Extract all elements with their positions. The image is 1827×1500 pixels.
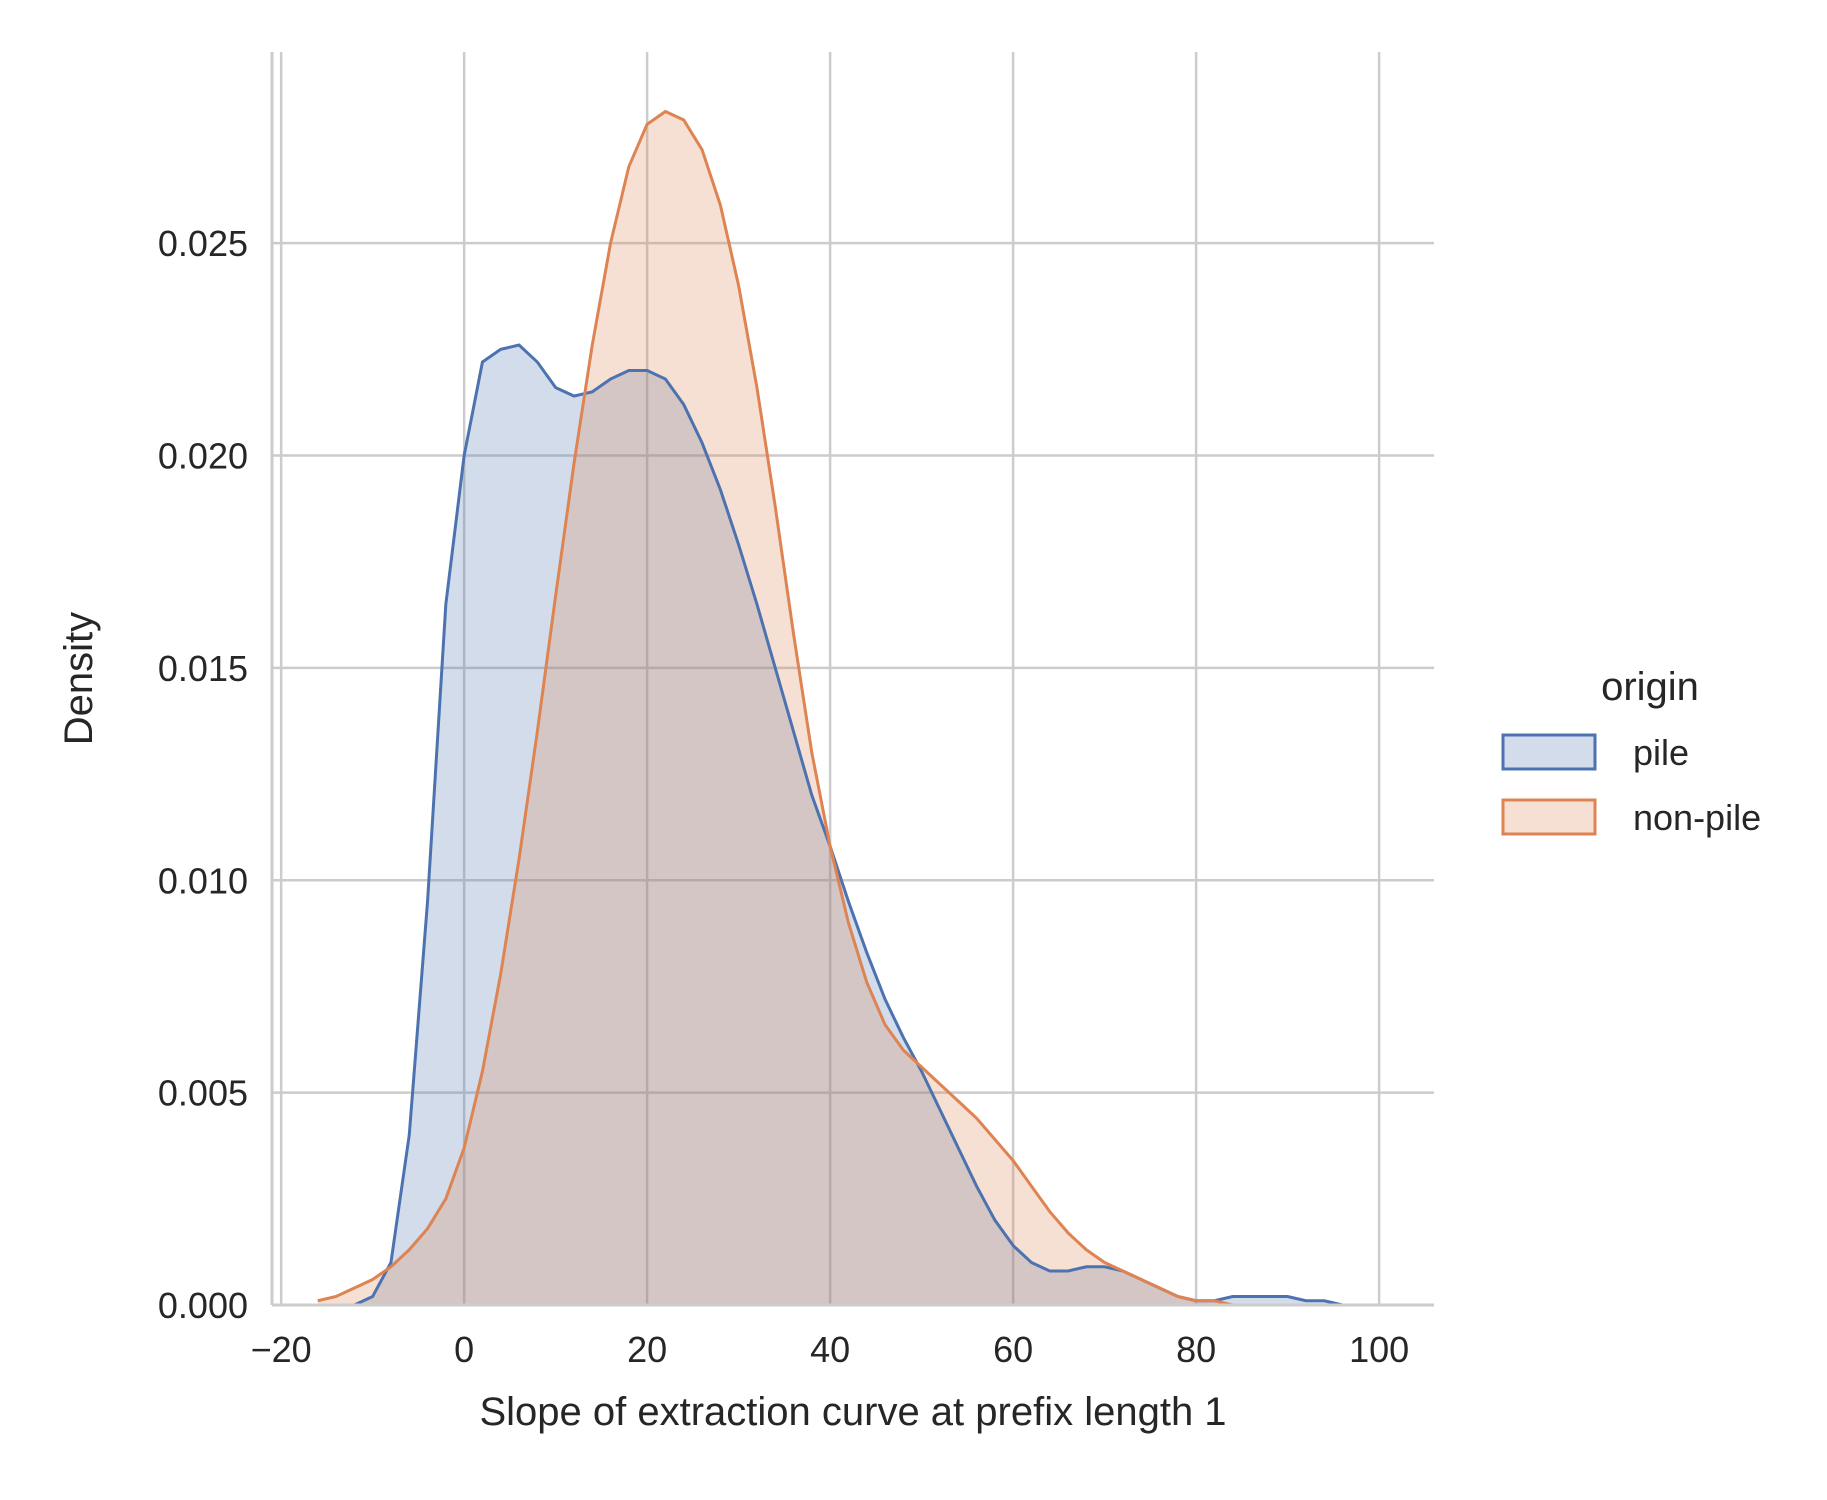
y-axis-label: Density [57,612,101,745]
x-tick-label: 80 [1176,1329,1216,1370]
legend: origin pile non-pile [1501,665,1761,838]
y-tick-label: 0.000 [158,1285,248,1326]
x-tick-label: −20 [251,1329,312,1370]
x-tick-label: 20 [627,1329,667,1370]
legend-entries: pile non-pile [1501,732,1761,838]
axes [270,52,1434,1307]
x-tick-label: 100 [1349,1329,1409,1370]
series-layer [317,109,1380,1307]
x-tick-label: 0 [454,1329,474,1370]
tick-labels: −20 0 20 40 60 80 100 0.000 0.005 0.010 0.015 0.020… [158,223,1409,1370]
x-tick-label: 60 [993,1329,1033,1370]
legend-swatch-pile [1501,733,1597,771]
series-line-non-pile [317,109,1270,1307]
legend-swatch-non-pile [1501,798,1597,836]
legend-title: origin [1601,665,1699,709]
x-tick-label: 40 [810,1329,850,1370]
y-tick-label: 0.020 [158,436,248,477]
legend-label-pile: pile [1633,732,1689,773]
y-tick-label: 0.015 [158,648,248,689]
series-area-non-pile [317,111,1270,1306]
legend-label-non-pile: non-pile [1633,797,1761,838]
y-tick-label: 0.005 [158,1073,248,1114]
y-tick-label: 0.010 [158,860,248,901]
x-axis-label: Slope of extraction curve at prefix leng… [479,1390,1226,1434]
series-area-pile [354,345,1380,1305]
y-tick-label: 0.025 [158,223,248,264]
